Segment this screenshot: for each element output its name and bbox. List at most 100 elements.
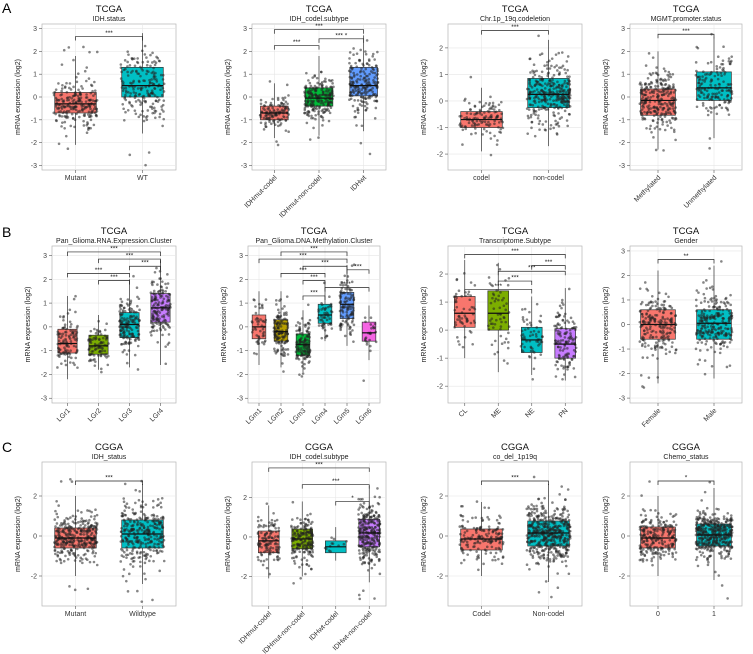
data-point xyxy=(268,572,271,576)
data-point xyxy=(663,83,667,87)
data-point xyxy=(567,100,571,104)
data-point xyxy=(374,92,377,96)
data-point xyxy=(308,531,311,535)
data-point xyxy=(481,133,484,136)
data-point xyxy=(650,294,654,298)
data-point xyxy=(56,366,59,369)
data-point xyxy=(332,537,336,541)
data-point xyxy=(262,116,266,120)
data-point xyxy=(74,310,77,314)
data-point xyxy=(144,163,147,167)
data-point xyxy=(61,121,64,124)
data-point xyxy=(459,114,463,118)
data-point xyxy=(107,342,110,345)
data-point xyxy=(563,321,567,324)
data-point xyxy=(306,523,310,527)
data-point xyxy=(56,542,59,545)
data-point xyxy=(534,113,537,117)
data-point xyxy=(82,124,86,127)
y-tick-label: -2 xyxy=(619,140,625,147)
data-point xyxy=(120,79,124,83)
data-point xyxy=(656,357,659,360)
data-point xyxy=(564,91,568,94)
data-point xyxy=(497,298,500,302)
x-tick-label: LGr4 xyxy=(149,407,165,423)
data-point xyxy=(360,88,364,91)
data-point xyxy=(125,548,129,552)
data-point xyxy=(161,544,164,547)
data-point xyxy=(551,76,554,79)
data-point xyxy=(87,110,91,114)
data-point xyxy=(161,124,164,128)
data-point xyxy=(715,312,718,315)
data-point xyxy=(345,305,349,309)
y-tick-label: 2 xyxy=(243,495,247,502)
data-point xyxy=(68,86,71,90)
data-point xyxy=(158,536,162,540)
data-point xyxy=(552,87,556,90)
data-point xyxy=(90,110,94,113)
data-point xyxy=(311,88,314,91)
data-point xyxy=(142,79,145,82)
data-point xyxy=(259,518,263,522)
data-point xyxy=(358,59,361,63)
data-point xyxy=(463,116,466,120)
data-point xyxy=(259,98,263,102)
data-point xyxy=(373,322,377,326)
data-point xyxy=(708,98,711,101)
data-point xyxy=(367,58,371,61)
data-point xyxy=(376,50,379,54)
data-point xyxy=(655,307,659,311)
data-point xyxy=(711,288,715,291)
data-point xyxy=(467,121,471,125)
y-tick-label: 3 xyxy=(33,26,37,33)
data-point xyxy=(340,289,343,293)
data-point xyxy=(351,66,354,70)
data-point xyxy=(303,338,307,342)
significance-label: *** xyxy=(511,248,519,255)
data-point xyxy=(73,125,76,129)
data-point xyxy=(155,55,158,59)
data-point xyxy=(321,124,324,127)
data-point xyxy=(277,529,281,533)
data-point xyxy=(698,77,702,81)
data-point xyxy=(707,328,711,332)
data-point xyxy=(150,299,153,303)
data-point xyxy=(276,143,280,147)
data-point xyxy=(305,71,308,75)
data-point xyxy=(138,319,141,322)
data-point xyxy=(304,523,307,526)
data-point xyxy=(305,121,309,125)
data-point xyxy=(311,520,314,524)
data-point xyxy=(54,552,57,556)
data-point xyxy=(119,333,122,336)
data-point xyxy=(81,558,84,561)
data-point xyxy=(487,120,490,124)
data-point xyxy=(123,59,127,62)
y-tick-label: 1 xyxy=(239,301,243,308)
data-point xyxy=(648,127,652,131)
data-point xyxy=(64,339,68,342)
data-point xyxy=(662,112,665,116)
data-point xyxy=(668,100,671,104)
data-point xyxy=(61,99,65,103)
data-point xyxy=(154,116,157,120)
data-point xyxy=(60,334,64,338)
data-point xyxy=(274,113,277,117)
data-point xyxy=(562,103,566,106)
data-point xyxy=(310,114,313,118)
data-point xyxy=(96,330,99,333)
data-point xyxy=(161,78,165,81)
data-point xyxy=(151,322,155,326)
data-point xyxy=(308,322,311,326)
data-point xyxy=(93,539,97,543)
data-point xyxy=(643,341,647,345)
data-point xyxy=(141,95,144,98)
data-point xyxy=(726,345,729,349)
data-point xyxy=(147,70,150,74)
data-point xyxy=(52,93,56,97)
data-point xyxy=(129,92,132,95)
data-point xyxy=(94,526,98,530)
data-point xyxy=(56,515,60,519)
data-point xyxy=(341,315,345,319)
